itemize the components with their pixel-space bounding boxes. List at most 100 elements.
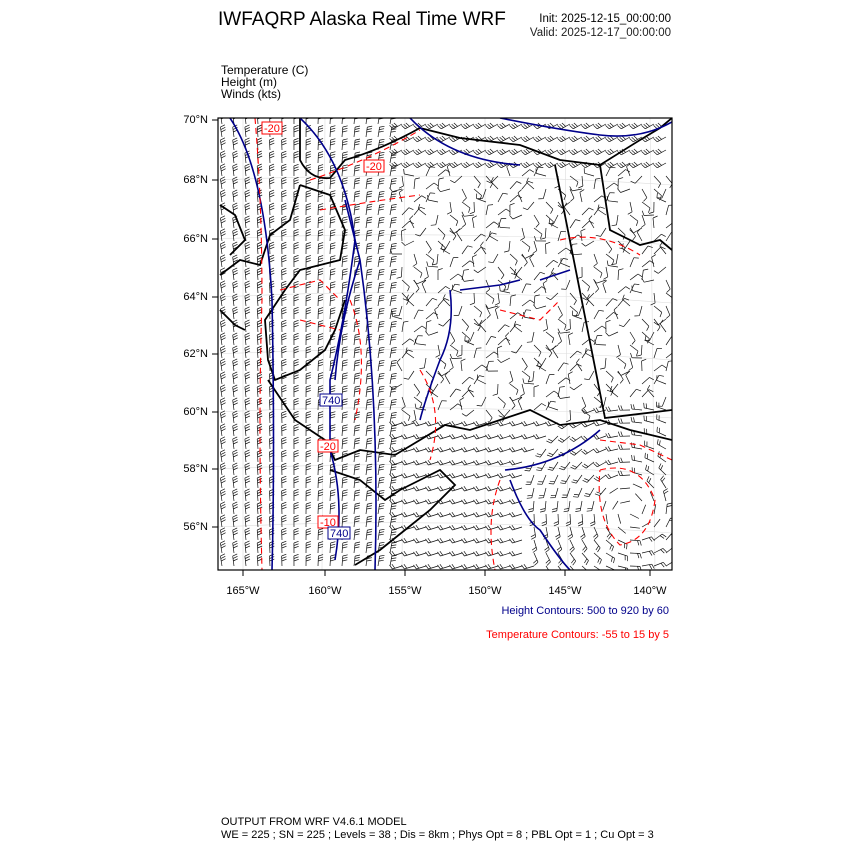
wind-barb: [628, 357, 634, 371]
wind-barb: [613, 306, 619, 320]
wind-barb: [461, 269, 469, 281]
wind-barb: [305, 411, 312, 424]
wind-barb: [232, 241, 238, 255]
wind-barb: [569, 175, 579, 187]
wind-barb: [389, 165, 397, 177]
wind-barb: [449, 446, 463, 453]
wind-barb: [430, 214, 439, 226]
wind-barb: [472, 215, 477, 229]
wind-barb: [281, 332, 287, 346]
wind-barb: [665, 561, 672, 567]
wind-barb: [461, 420, 475, 427]
wind-barb: [305, 268, 312, 281]
wind-barb: [631, 454, 643, 463]
wind-barb: [256, 371, 263, 385]
wind-barb: [256, 293, 263, 307]
wind-barb: [232, 118, 237, 125]
temperature-contour-legend: Temperature Contours: -55 to 15 by 5: [486, 629, 669, 641]
wind-barb: [293, 293, 299, 307]
wind-barb: [244, 332, 251, 346]
wind-barb: [533, 403, 547, 411]
wind-barb: [605, 370, 614, 383]
wind-barb: [653, 561, 667, 568]
wind-barb: [605, 148, 619, 156]
wind-barb: [511, 266, 523, 276]
wind-barb: [526, 331, 535, 343]
wind-barb: [509, 550, 523, 557]
wind-barb: [401, 320, 409, 333]
wind-barb: [485, 279, 491, 293]
wind-barb: [569, 188, 575, 202]
wind-barb: [353, 164, 361, 177]
wind-barb: [269, 449, 275, 463]
wind-barb: [535, 168, 547, 177]
wind-barb: [244, 228, 251, 242]
wind-barb: [406, 294, 415, 307]
wind-barb: [465, 331, 475, 342]
wind-barb: [317, 294, 324, 307]
wind-barb: [435, 344, 441, 358]
wind-barb: [605, 253, 615, 266]
wind-barb: [329, 294, 336, 307]
wind-barb: [473, 433, 487, 440]
wind-barb: [461, 563, 475, 570]
wind-barb: [521, 240, 531, 252]
wind-barb: [425, 537, 439, 544]
wind-barb: [365, 476, 373, 489]
wind-barb: [244, 462, 251, 476]
wind-barb: [641, 245, 653, 255]
wind-barb: [509, 433, 523, 440]
wind-barb: [269, 527, 275, 541]
wind-barb: [317, 138, 324, 151]
wind-barb: [605, 182, 619, 190]
wind-barb: [449, 511, 463, 518]
lat-tick-label: 70°N: [183, 114, 208, 126]
wind-barb: [377, 476, 385, 489]
wind-barb: [582, 292, 595, 301]
wind-barb: [329, 320, 336, 333]
wind-barb: [353, 255, 361, 268]
wind-barb: [425, 331, 439, 336]
wind-barb: [557, 386, 565, 398]
wind-barb: [629, 344, 639, 356]
wind-barb: [244, 163, 251, 177]
wind-barb: [504, 240, 511, 253]
wind-barb: [377, 437, 385, 450]
wind-barb: [425, 446, 439, 453]
wind-barb: [329, 268, 336, 281]
wind-barb: [220, 137, 226, 151]
wind-barb: [581, 207, 594, 216]
wind-barb: [477, 188, 487, 199]
wind-barb: [617, 297, 630, 307]
wind-barb: [446, 163, 452, 177]
wind-barb: [593, 539, 601, 553]
wind-barb: [377, 398, 385, 411]
wind-barb: [389, 308, 397, 320]
wind-barb: [293, 423, 299, 437]
lat-tick-label: 58°N: [183, 463, 208, 475]
wind-barb: [244, 501, 251, 515]
wind-barb: [232, 254, 238, 268]
wind-barb: [485, 336, 497, 346]
wind-barb: [305, 489, 312, 502]
wind-barb: [317, 255, 324, 268]
wind-barb: [377, 385, 385, 398]
wind-barb: [365, 541, 373, 554]
wind-barb: [558, 461, 571, 471]
wind-barb: [526, 487, 535, 499]
wind-barb: [317, 489, 324, 502]
wind-barb: [509, 563, 523, 570]
wind-barb: [353, 398, 361, 411]
wind-barb: [641, 135, 655, 143]
wind-barb: [305, 164, 312, 177]
wind-barb: [412, 253, 418, 267]
wind-barb: [269, 514, 275, 528]
wind-barb: [431, 253, 439, 266]
wind-barb: [525, 474, 535, 485]
wind-barb: [509, 472, 523, 479]
wind-barb: [641, 536, 655, 542]
wind-barb: [605, 161, 619, 169]
wind-barb: [456, 228, 463, 242]
wind-barb: [293, 124, 299, 138]
wind-barb: [413, 459, 427, 466]
